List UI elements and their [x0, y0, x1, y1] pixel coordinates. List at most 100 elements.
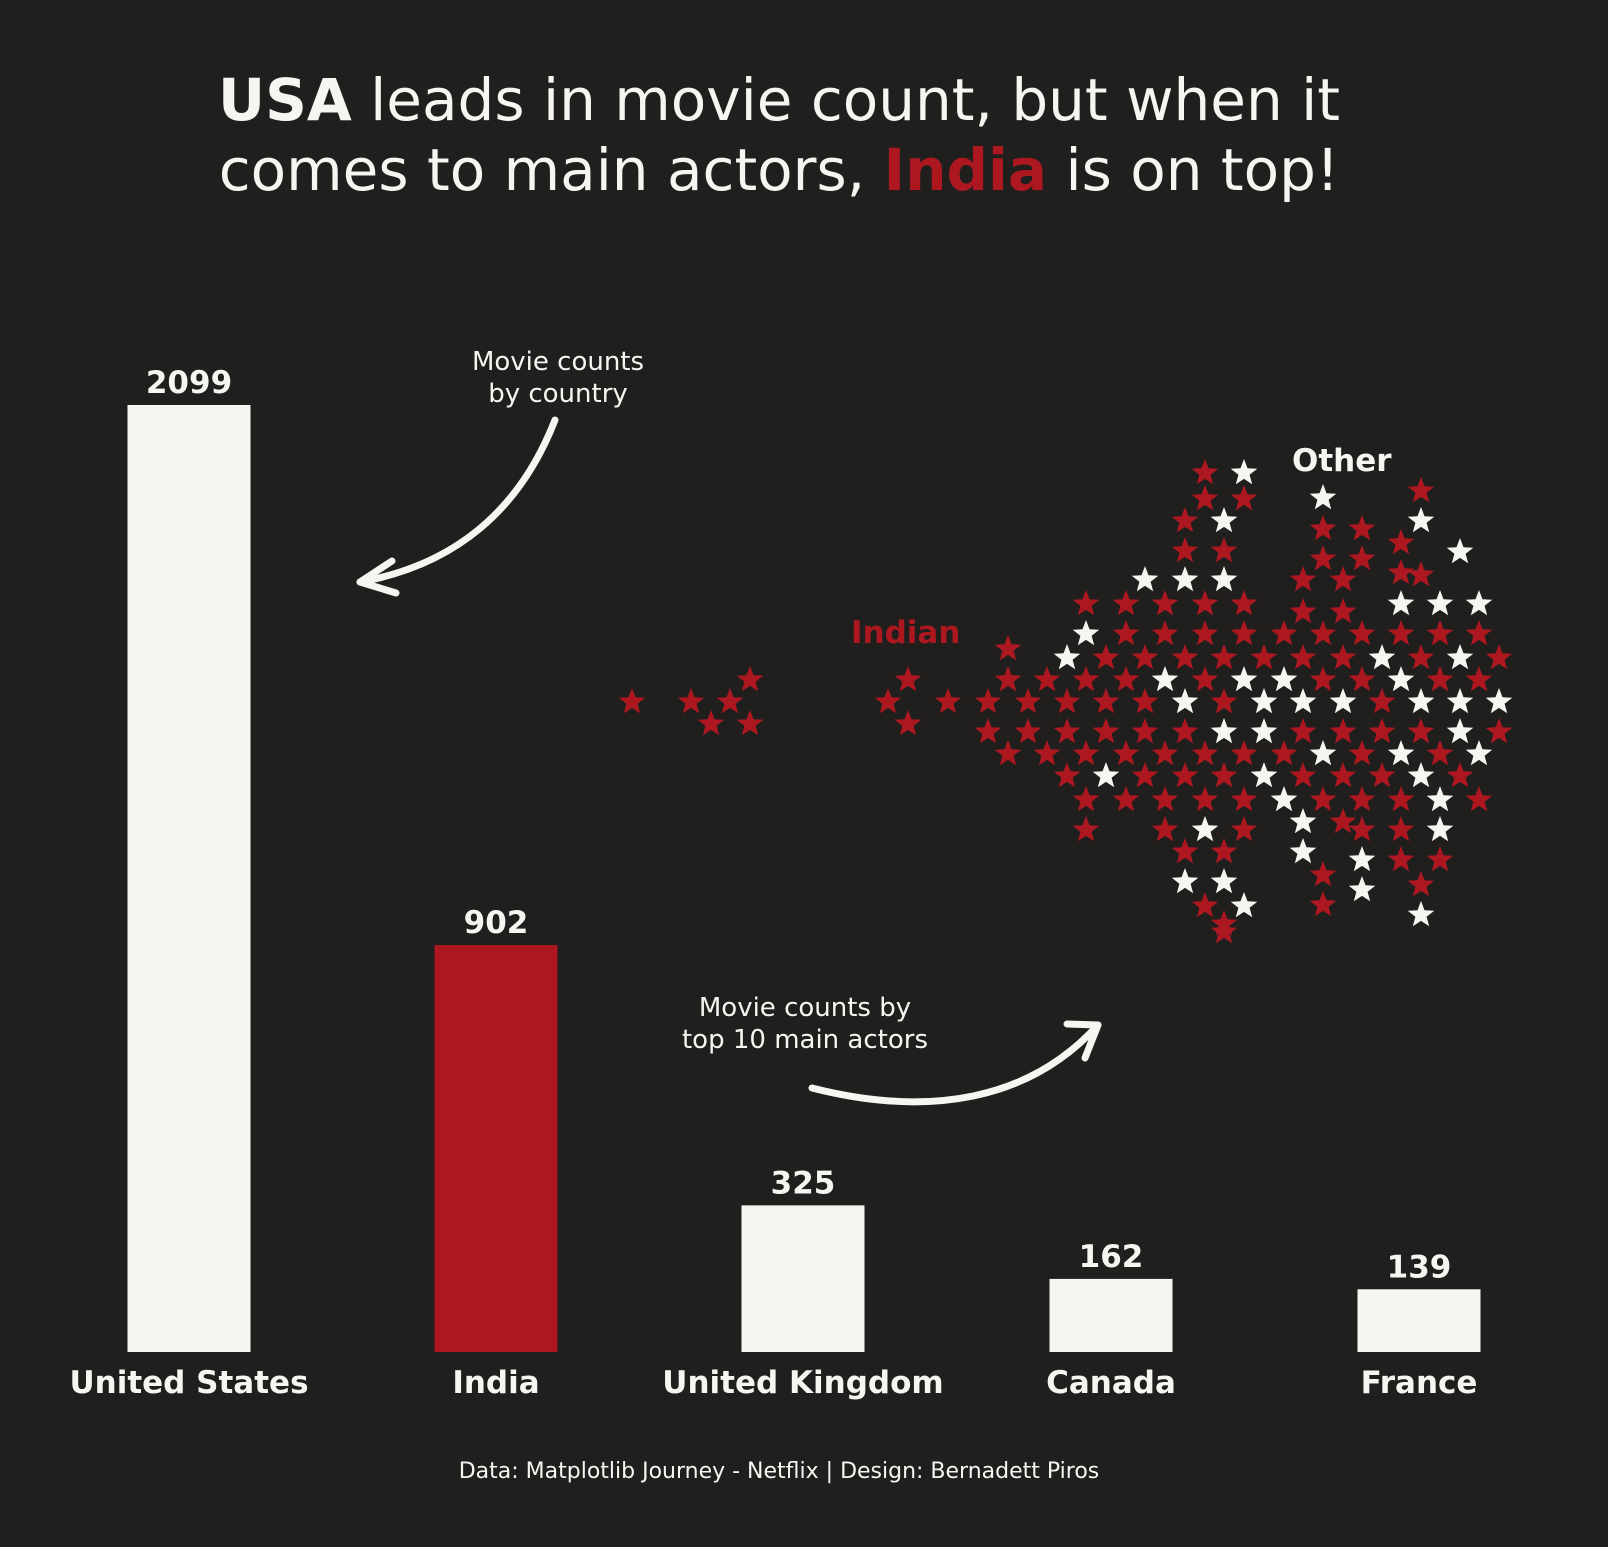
other-actor-star	[1210, 718, 1238, 744]
indian-actor-star	[1053, 688, 1081, 714]
indian-actor-star	[1368, 718, 1396, 744]
indian-actor-star	[1485, 718, 1513, 744]
other-actor-star	[1407, 762, 1435, 788]
other-actor-star	[1387, 666, 1415, 692]
indian-actor-star	[1407, 718, 1435, 744]
indian-actor-star	[1191, 892, 1219, 918]
indian-actor-star	[1151, 740, 1179, 766]
other-actor-star	[1309, 740, 1337, 766]
indian-actor-star	[1072, 786, 1100, 812]
indian-actor-star	[1191, 485, 1219, 511]
indian-actor-star	[1329, 644, 1357, 670]
indian-actor-star	[1053, 718, 1081, 744]
indian-actor-star	[1465, 666, 1493, 692]
other-actor-star	[1426, 816, 1454, 842]
indian-actor-star	[1171, 762, 1199, 788]
indian-actor-star	[1309, 620, 1337, 646]
other-actor-star	[1210, 868, 1238, 894]
other-actor-star	[1250, 762, 1278, 788]
bar-value-label: 162	[1079, 1239, 1144, 1275]
other-actor-star	[1230, 666, 1258, 692]
indian-actor-star	[1289, 762, 1317, 788]
indian-actor-star	[1112, 590, 1140, 616]
indian-actor-star	[1191, 620, 1219, 646]
indian-actor-star	[1210, 838, 1238, 864]
indian-actor-star	[1329, 762, 1357, 788]
country-arrow-head	[356, 557, 400, 597]
indian-actor-star	[1387, 620, 1415, 646]
indian-actor-star	[1309, 666, 1337, 692]
other-actor-star	[1348, 876, 1376, 902]
other-actor-star	[1329, 688, 1357, 714]
indian-actor-star	[1387, 559, 1415, 585]
other-actor-star	[1446, 688, 1474, 714]
indian-actor-star	[736, 666, 764, 692]
indian-actor-star	[974, 718, 1002, 744]
indian-actor-star	[677, 688, 705, 714]
indian-actor-star	[1387, 786, 1415, 812]
bar-value-label: 325	[771, 1165, 836, 1201]
indian-actor-star	[1289, 718, 1317, 744]
indian-actor-star	[1230, 786, 1258, 812]
indian-actor-star	[1426, 666, 1454, 692]
indian-actor-star	[1250, 644, 1278, 670]
indian-actor-star	[994, 666, 1022, 692]
actor-star-cloud	[618, 459, 1513, 944]
other-actor-star	[1446, 644, 1474, 670]
title-india: India	[883, 136, 1048, 204]
other-actor-star	[1465, 590, 1493, 616]
indian-actor-star	[1112, 740, 1140, 766]
title-usa: USA	[217, 66, 352, 134]
other-actor-star	[1072, 620, 1100, 646]
indian-actor-star	[1348, 515, 1376, 541]
indian-actor-star	[1309, 545, 1337, 571]
title-line1-rest: leads in movie count, but when it	[351, 66, 1341, 134]
indian-actor-star	[1348, 666, 1376, 692]
bar-united-kingdom	[741, 1205, 865, 1352]
other-actor-star	[1270, 666, 1298, 692]
indian-actor-star	[1151, 590, 1179, 616]
indian-actor-star	[1072, 590, 1100, 616]
indian-actor-star	[1485, 644, 1513, 670]
indian-actor-star	[1053, 762, 1081, 788]
indian-actor-star	[1151, 786, 1179, 812]
indian-actor-star	[618, 688, 646, 714]
indian-actor-star	[1210, 644, 1238, 670]
indian-actor-star	[1329, 808, 1357, 834]
indian-actor-star	[1387, 816, 1415, 842]
indian-actor-star	[1033, 666, 1061, 692]
other-actor-star	[1289, 808, 1317, 834]
other-actor-star	[1289, 688, 1317, 714]
other-actor-star	[1171, 566, 1199, 592]
indian-actor-star	[1191, 740, 1219, 766]
title-line2-pre: comes to main actors,	[218, 136, 884, 204]
bar-united-states	[127, 405, 251, 1352]
actor-arrow	[808, 1021, 1102, 1106]
other-actor-star	[1053, 644, 1081, 670]
other-actor-star	[1426, 786, 1454, 812]
indian-actor-star	[1171, 644, 1199, 670]
indian-actor-star	[736, 710, 764, 736]
indian-actor-star	[994, 740, 1022, 766]
other-actor-star	[1446, 538, 1474, 564]
indian-actor-star	[1368, 762, 1396, 788]
other-actor-star	[1407, 901, 1435, 927]
indian-actor-star	[1131, 718, 1159, 744]
indian-actor-star	[1329, 598, 1357, 624]
indian-actor-star	[1465, 786, 1493, 812]
other-actor-star	[1407, 688, 1435, 714]
bar-canada	[1049, 1278, 1173, 1352]
indian-actor-star	[974, 688, 1002, 714]
other-actor-star	[1151, 666, 1179, 692]
other-actor-star	[1387, 740, 1415, 766]
other-actor-star	[1171, 688, 1199, 714]
indian-actor-star	[1092, 718, 1120, 744]
bar-chart: 2099 United States 902 India 325 United Kingd…	[69, 365, 1481, 1401]
indian-actor-star	[1465, 620, 1493, 646]
indian-actor-star	[1092, 644, 1120, 670]
other-actor-star	[1348, 846, 1376, 872]
indian-actor-star	[1368, 688, 1396, 714]
indian-actor-star	[1348, 740, 1376, 766]
indian-actor-star	[1348, 620, 1376, 646]
indian-actor-star	[1309, 861, 1337, 887]
